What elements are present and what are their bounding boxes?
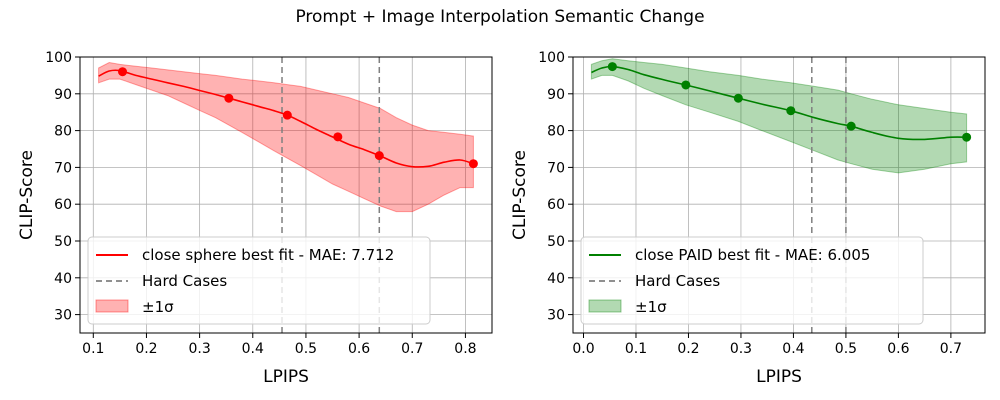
sigma-band — [98, 61, 474, 213]
legend-fit-label: close PAID best fit - MAE: 6.005 — [635, 246, 870, 264]
y-axis-label: CLIP-Score — [510, 150, 530, 240]
x-tick-label: 0.5 — [295, 341, 317, 357]
data-point — [846, 121, 856, 131]
x-axis-label: LPIPS — [756, 367, 802, 387]
data-point — [468, 159, 478, 169]
x-tick-label: 0.6 — [887, 341, 909, 357]
x-tick-label: 0.2 — [677, 341, 699, 357]
legend-box — [87, 236, 431, 325]
y-tick-label: 50 — [547, 234, 565, 250]
x-tick-label: 0.7 — [401, 341, 423, 357]
x-tick-label: 0.1 — [82, 341, 104, 357]
y-tick-label: 80 — [54, 124, 72, 140]
data-point — [374, 151, 384, 161]
legend-fit-label: close sphere best fit - MAE: 7.712 — [142, 246, 394, 264]
y-tick-label: 30 — [54, 308, 72, 324]
legend: close PAID best fit - MAE: 6.005 Hard Cas… — [580, 236, 924, 325]
x-tick-label: 0.6 — [348, 341, 370, 357]
legend-band-label: ±1σ — [635, 298, 667, 316]
data-point — [786, 106, 796, 116]
x-tick-label: 0.7 — [940, 341, 962, 357]
fit-line — [591, 65, 967, 141]
y-tick-label: 80 — [547, 124, 565, 140]
y-tick-label: 70 — [547, 160, 565, 176]
data-point — [607, 62, 617, 72]
x-tick-label: 0.2 — [135, 341, 157, 357]
legend-band-swatch — [588, 299, 622, 313]
legend-hard-label: Hard Cases — [635, 272, 720, 290]
legend: close sphere best fit - MAE: 7.712 Hard C… — [87, 236, 431, 325]
y-tick-label: 40 — [54, 271, 72, 287]
x-tick-label: 0.5 — [835, 341, 857, 357]
x-tick-label: 0.4 — [782, 341, 804, 357]
data-point — [962, 132, 972, 142]
x-tick-label: 0.8 — [454, 341, 476, 357]
x-tick-label: 0.3 — [730, 341, 752, 357]
data-point — [681, 80, 691, 90]
fit-line — [98, 69, 474, 168]
chart-2: 0.0 0.1 0.2 0.3 0.4 0.5 0.6 0.7 30 40 50 60 70 80 90 10… — [510, 50, 986, 387]
x-tick-label: 0.4 — [242, 341, 264, 357]
x-tick-label: 0.0 — [572, 341, 594, 357]
data-point — [733, 93, 743, 103]
figure-title: Prompt + Image Interpolation Semantic Ch… — [295, 7, 704, 27]
y-axis-label: CLIP-Score — [17, 150, 37, 240]
chart-1: 0.1 0.2 0.3 0.4 0.5 0.6 0.7 0.8 30 40 50 60 70 80 90 10… — [17, 50, 493, 387]
y-tick-label: 100 — [538, 50, 565, 66]
x-tick-label: 0.3 — [188, 341, 210, 357]
y-tick-label: 60 — [54, 197, 72, 213]
axes-frame — [79, 56, 493, 334]
x-tick-label: 0.1 — [625, 341, 647, 357]
y-tick-label: 40 — [547, 271, 565, 287]
y-tick-label: 90 — [547, 87, 565, 103]
y-tick-label: 60 — [547, 197, 565, 213]
legend-hard-label: Hard Cases — [142, 272, 227, 290]
y-tick-label: 50 — [54, 234, 72, 250]
data-point — [333, 132, 343, 142]
charts: 0.1 0.2 0.3 0.4 0.5 0.6 0.7 0.8 30 40 50 60 70 80 90 10… — [17, 50, 986, 387]
data-point — [224, 93, 234, 103]
legend-band-swatch — [95, 299, 129, 313]
y-tick-label: 70 — [54, 160, 72, 176]
y-tick-label: 30 — [547, 308, 565, 324]
y-tick-label: 90 — [54, 87, 72, 103]
data-point — [282, 110, 292, 120]
x-axis-label: LPIPS — [263, 367, 309, 387]
legend-box — [580, 236, 924, 325]
axes-frame — [572, 56, 986, 334]
data-point — [118, 67, 128, 77]
y-tick-label: 100 — [45, 50, 72, 66]
legend-band-label: ±1σ — [142, 298, 174, 316]
